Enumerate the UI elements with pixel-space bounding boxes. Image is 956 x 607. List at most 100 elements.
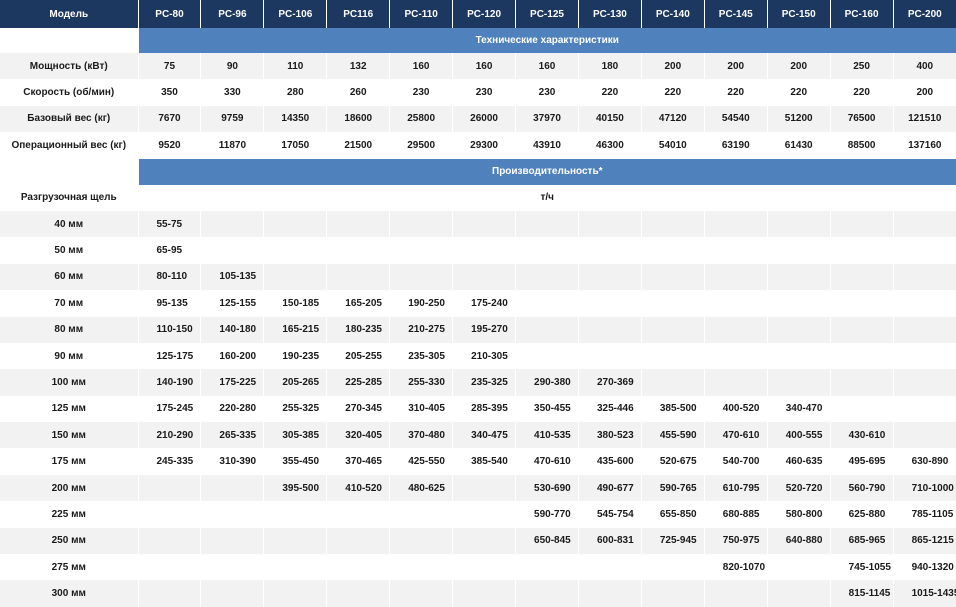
capacity-value: 480-625 xyxy=(389,474,453,502)
row-label: 70 мм xyxy=(54,297,84,309)
spec-value: 25800 xyxy=(389,105,453,133)
capacity-value: 140-180 xyxy=(200,316,264,343)
capacity-value: 600-831 xyxy=(577,527,642,555)
capacity-value: 530-690 xyxy=(515,474,579,502)
capacity-value: 355-450 xyxy=(263,448,327,475)
capacity-value: 210-275 xyxy=(389,316,453,343)
capacity-value: 685-965 xyxy=(829,527,894,555)
capacity-value xyxy=(577,263,642,291)
capacity-value: 630-890 xyxy=(892,448,956,475)
capacity-value xyxy=(515,263,579,291)
capacity-value xyxy=(640,263,705,291)
spec-value: 220 xyxy=(577,79,642,106)
row-label: 275 мм xyxy=(51,561,86,573)
capacity-value: 625-880 xyxy=(829,501,894,528)
capacity-value: 590-770 xyxy=(515,501,579,528)
capacity-value xyxy=(640,210,705,238)
capacity-value xyxy=(389,237,453,264)
capacity-value: 205-265 xyxy=(263,369,327,396)
table-row: 125 мм 175-245 220-280 255-325 270-345 310-40… xyxy=(0,395,956,423)
spec-value: 132 xyxy=(326,53,390,80)
capacity-value: 150-185 xyxy=(263,290,327,317)
capacity-value: 425-550 xyxy=(389,448,453,475)
spec-value: 250 xyxy=(829,53,894,80)
capacity-value: 225-285 xyxy=(326,369,390,396)
capacity-value: 640-880 xyxy=(766,527,831,555)
capacity-value xyxy=(137,580,201,607)
capacity-value xyxy=(515,580,579,607)
spec-value: 180 xyxy=(577,53,642,80)
table-row: Разгрузочная щель т/ч xyxy=(0,184,956,211)
capacity-value xyxy=(326,210,390,238)
header-cell: PC-200 xyxy=(892,0,956,28)
capacity-value: 940-1320 xyxy=(892,554,956,581)
header-cell: PC-150 xyxy=(766,0,831,28)
capacity-value xyxy=(829,237,894,264)
row-label: 300 мм xyxy=(0,580,138,607)
spec-value: 9520 xyxy=(137,132,201,159)
capacity-value xyxy=(892,316,956,343)
spec-value: 121510 xyxy=(892,105,956,133)
row-label: Мощность (кВт) xyxy=(0,53,138,80)
spec-value: 54540 xyxy=(703,105,768,133)
capacity-value: 310-405 xyxy=(389,395,453,423)
table-row: Скорость (об/мин) 350 330 280 260 230 230 230 22… xyxy=(0,79,956,106)
capacity-value: 110-150 xyxy=(137,316,201,343)
capacity-value xyxy=(326,554,390,581)
capacity-value xyxy=(577,580,642,607)
header-cell: PC-140 xyxy=(640,0,705,28)
header-cell: PC-106 xyxy=(263,0,327,28)
capacity-value: 290-380 xyxy=(515,369,579,396)
capacity-value xyxy=(200,527,264,555)
capacity-value xyxy=(892,210,956,238)
section-title: Технические характеристики xyxy=(137,28,956,53)
capacity-value xyxy=(577,316,642,343)
capacity-value: 235-325 xyxy=(452,369,516,396)
capacity-value: 175-225 xyxy=(200,369,264,396)
capacity-value: 210-305 xyxy=(452,342,516,370)
spec-value: 260 xyxy=(326,79,390,106)
capacity-value xyxy=(326,263,390,291)
table-row: Мощность (кВт) 75 90 110 132 160 160 160 180 200 2… xyxy=(0,53,956,80)
capacity-value: 190-250 xyxy=(389,290,453,317)
header-cell: PC-120 xyxy=(452,0,516,28)
capacity-value: 65-95 xyxy=(137,237,201,264)
table-row: 175 мм 245-335 310-390 355-450 370-465 425-55… xyxy=(0,448,956,475)
capacity-value: 590-765 xyxy=(640,474,705,502)
capacity-value xyxy=(640,290,705,317)
capacity-value xyxy=(892,342,956,370)
capacity-value xyxy=(829,342,894,370)
capacity-value xyxy=(326,237,390,264)
capacity-value xyxy=(515,237,579,264)
capacity-value xyxy=(892,263,956,291)
capacity-value xyxy=(703,580,768,607)
capacity-value xyxy=(452,580,516,607)
capacity-value: 270-345 xyxy=(326,395,390,423)
capacity-value: 610-795 xyxy=(703,474,768,502)
table-row: 50 мм 65-95 xyxy=(0,237,956,264)
table-row: 150 мм 210-290 265-335 305-385 320-405 370-48… xyxy=(0,422,956,449)
spec-value: 76500 xyxy=(829,105,894,133)
spec-value: 230 xyxy=(515,79,579,106)
capacity-value: 160-200 xyxy=(200,342,264,370)
spec-value: 220 xyxy=(829,79,894,106)
capacity-value: 545-754 xyxy=(577,501,642,528)
section-blank xyxy=(0,28,138,53)
capacity-value xyxy=(829,210,894,238)
spec-value: 75 xyxy=(137,53,201,80)
capacity-value: 255-330 xyxy=(389,369,453,396)
capacity-value xyxy=(515,290,579,317)
spec-value: 40150 xyxy=(577,105,642,133)
row-label: 90 мм xyxy=(54,350,84,362)
capacity-value: 235-305 xyxy=(389,342,453,370)
spec-value: 280 xyxy=(263,79,327,106)
row-label: 225 мм xyxy=(51,508,86,520)
capacity-value: 560-790 xyxy=(829,474,894,502)
capacity-value: 175-240 xyxy=(452,290,516,317)
spec-value: 37970 xyxy=(515,105,579,133)
capacity-value xyxy=(452,263,516,291)
capacity-value: 540-700 xyxy=(703,448,768,475)
capacity-value: 385-540 xyxy=(452,448,516,475)
spec-value: 29300 xyxy=(452,132,516,159)
